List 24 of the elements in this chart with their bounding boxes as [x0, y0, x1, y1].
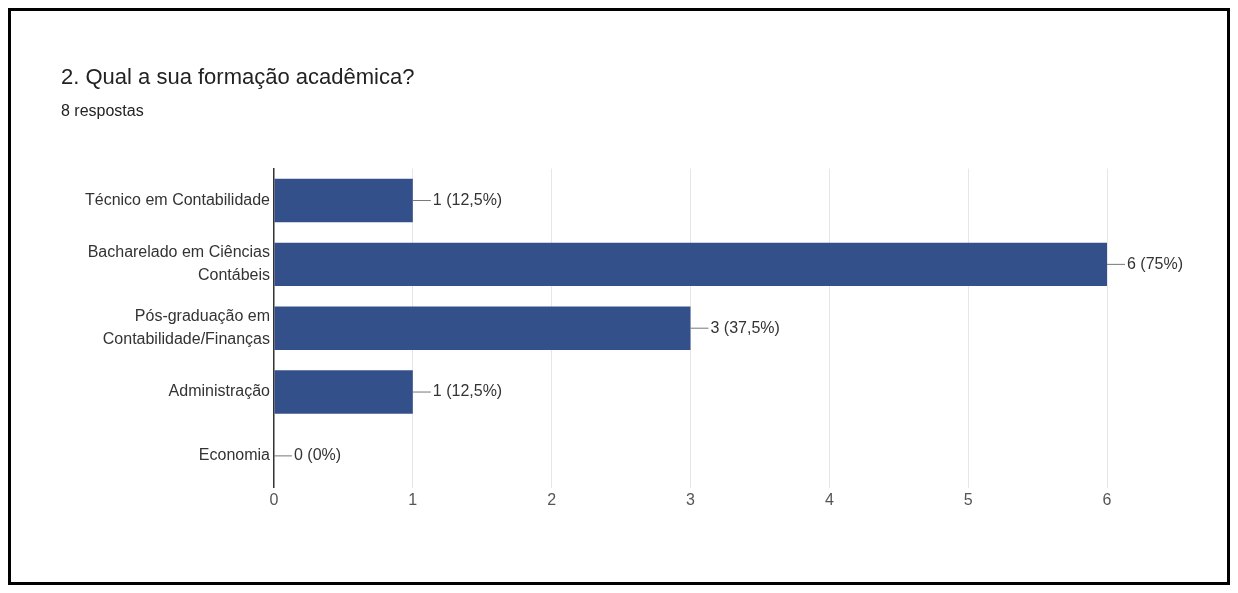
x-tick-label: 4	[824, 490, 834, 508]
x-tick-label: 5	[963, 490, 973, 508]
bar	[274, 178, 413, 223]
chart-title: 2. Qual a sua formação acadêmica?	[61, 64, 415, 90]
frame: 2. Qual a sua formação acadêmica? 8 respostas 0 1 2 3 4 5 6 Técnico em Contabilidade Bacharelado em Ciências Contábeis Pós-graduação em Contabilidade/Finanças Administração Economia 1 (12,5%) 6 (75%) 3 (37,5%) 1 (12,5%) 0 (0%)	[8, 8, 1230, 585]
y-tick-label: Técnico em Contabilidade	[84, 190, 271, 208]
data-label: 3 (37,5%)	[710, 318, 780, 336]
x-tick-label: 6	[1102, 490, 1112, 508]
bar	[274, 370, 413, 414]
bar	[274, 242, 1107, 287]
y-tick-label: Economia	[198, 446, 271, 464]
x-tick-label: 3	[686, 490, 696, 508]
x-tick-label: 1	[408, 490, 418, 508]
data-label: 1 (12,5%)	[432, 190, 503, 208]
data-label: 6 (75%)	[1127, 254, 1184, 272]
y-tick-label: Administração	[168, 382, 271, 400]
bar	[274, 306, 691, 350]
text: 8 respostas	[61, 102, 144, 120]
x-tick-label: 0	[269, 490, 279, 508]
y-tick-label: Pós-graduação em Contabilidade/Finanças	[102, 307, 270, 348]
x-tick-label: 2	[547, 490, 557, 508]
data-label: 0 (0%)	[293, 446, 342, 464]
y-tick-label: Bacharelado em Ciências Contábeis	[87, 243, 270, 284]
data-label: 1 (12,5%)	[432, 382, 503, 400]
